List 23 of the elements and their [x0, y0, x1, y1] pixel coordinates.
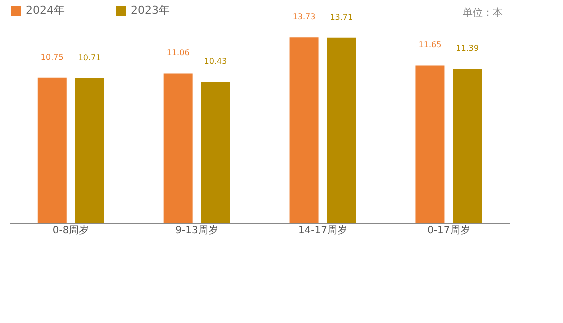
bar [453, 69, 482, 223]
data-label: 11.06 [166, 48, 190, 58]
legend-label: 2024年 [26, 4, 65, 17]
data-label: 13.73 [292, 12, 316, 22]
data-label: 13.71 [330, 12, 354, 22]
text: 单位：本 [463, 6, 503, 20]
bar [38, 78, 67, 223]
bar [327, 38, 356, 223]
bar [290, 38, 319, 223]
bar [201, 82, 230, 223]
x-tick-label: 0-17周岁 [428, 224, 470, 236]
data-label: 10.71 [78, 53, 102, 62]
bar [75, 78, 104, 223]
x-tick-label: 14-17周岁 [298, 224, 348, 236]
bar [164, 74, 193, 223]
bar [416, 66, 445, 223]
x-tick-label: 0-8周岁 [52, 224, 90, 236]
data-label: 10.75 [40, 52, 64, 62]
legend-label: 2023年 [131, 4, 170, 17]
x-tick-label: 9-13周岁 [176, 224, 218, 236]
data-label: 11.39 [456, 44, 480, 54]
data-label: 11.65 [418, 40, 442, 50]
data-label: 10.43 [204, 57, 228, 66]
